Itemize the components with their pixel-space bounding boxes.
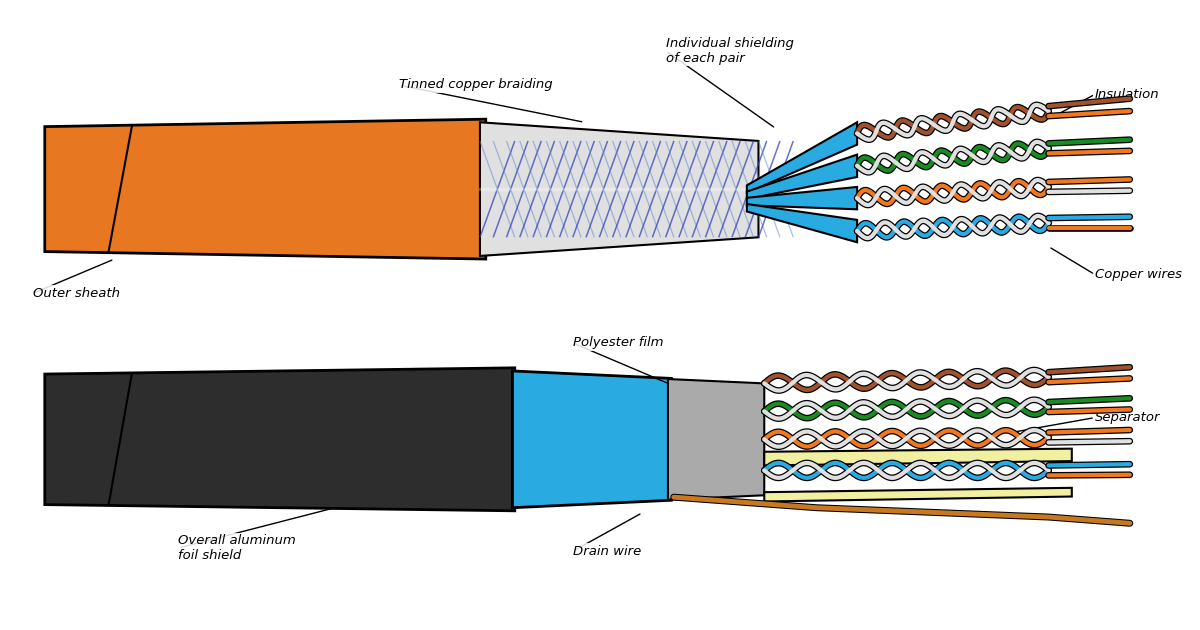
Polygon shape [746,122,857,193]
Text: Insulation: Insulation [1096,88,1159,101]
Polygon shape [746,204,857,243]
Polygon shape [746,154,857,199]
Text: Copper wires: Copper wires [1096,268,1182,281]
Polygon shape [480,122,758,256]
Polygon shape [512,371,672,508]
Text: Separator: Separator [1096,411,1160,424]
Text: Drain wire: Drain wire [572,545,641,558]
Text: Individual shielding
of each pair: Individual shielding of each pair [666,37,793,65]
Text: Overall aluminum
foil shield: Overall aluminum foil shield [179,534,296,562]
Polygon shape [44,119,486,259]
Text: Tinned copper braiding: Tinned copper braiding [398,79,552,91]
Polygon shape [44,368,515,511]
Polygon shape [668,379,764,500]
Text: Polyester film: Polyester film [572,336,664,350]
Polygon shape [764,488,1072,501]
Polygon shape [764,449,1072,466]
Text: Outer sheath: Outer sheath [34,287,120,300]
Polygon shape [746,187,857,209]
